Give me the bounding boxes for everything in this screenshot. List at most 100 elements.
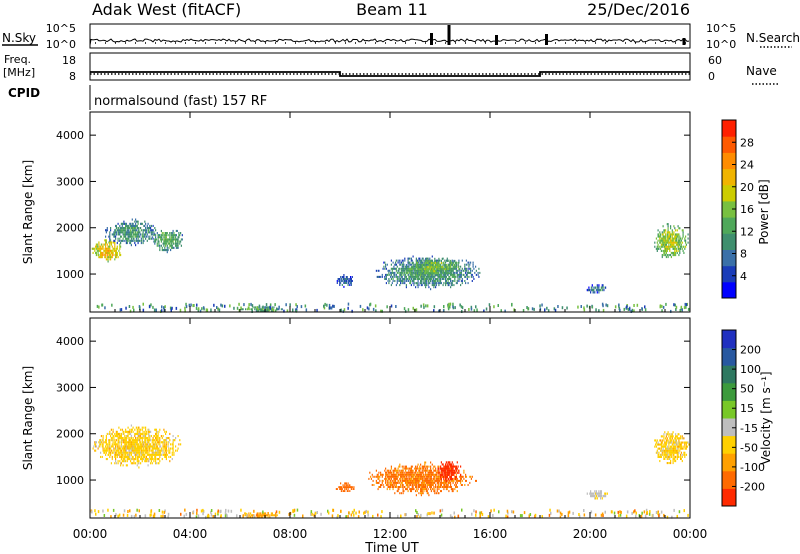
echo-cell xyxy=(413,284,415,287)
echo-cell xyxy=(142,302,144,306)
echo-cell xyxy=(656,449,658,452)
echo-cell xyxy=(114,462,116,465)
echo-cell xyxy=(124,435,126,438)
echo-cell xyxy=(431,479,433,482)
echo-cell xyxy=(659,245,661,248)
echo-cell xyxy=(165,451,167,454)
echo-cell xyxy=(662,305,665,309)
echo-cell xyxy=(427,280,429,282)
colorbar-swatch xyxy=(722,281,736,299)
echo-cell xyxy=(156,445,158,448)
echo-cell xyxy=(145,237,147,240)
echo-cell xyxy=(447,461,449,464)
echo-cell xyxy=(95,251,97,254)
echo-cell xyxy=(421,272,423,275)
echo-cell xyxy=(442,463,444,466)
echo-cell xyxy=(460,275,462,278)
echo-cell xyxy=(412,475,414,478)
echo-cell xyxy=(153,443,155,446)
echo-cell xyxy=(350,276,352,278)
echo-cell xyxy=(145,458,147,461)
echo-cell xyxy=(177,244,179,247)
echo-cell xyxy=(454,271,456,274)
echo-cell xyxy=(445,486,447,488)
echo-cell xyxy=(147,445,149,448)
echo-cell xyxy=(433,275,435,278)
echo-cell xyxy=(265,310,267,312)
echo-cell xyxy=(426,304,429,308)
echo-cell xyxy=(430,275,432,278)
echo-cell xyxy=(426,492,428,495)
echo-cell xyxy=(158,236,160,239)
echo-cell xyxy=(128,233,130,236)
echo-cell xyxy=(658,453,660,456)
echo-cell xyxy=(661,231,663,234)
echo-cell xyxy=(439,264,441,267)
echo-cell xyxy=(436,486,438,488)
echo-cell xyxy=(435,467,437,470)
echo-cell xyxy=(430,272,432,275)
echo-cell xyxy=(405,465,407,468)
colorbar-swatch xyxy=(722,365,736,384)
echo-cell xyxy=(413,273,415,276)
echo-cell xyxy=(149,227,151,230)
echo-cell xyxy=(440,469,442,472)
echo-cell xyxy=(105,435,107,438)
echo-cell xyxy=(167,512,170,516)
echo-cell xyxy=(427,477,429,480)
echo-cell xyxy=(418,479,420,482)
echo-cell xyxy=(425,261,427,264)
echo-cell xyxy=(163,238,165,241)
echo-cell xyxy=(144,220,146,223)
echo-cell xyxy=(220,303,222,307)
echo-cell xyxy=(429,479,431,482)
echo-cell xyxy=(170,244,172,247)
echo-cell xyxy=(463,477,465,480)
colorbar-tick-label: -50 xyxy=(740,441,758,454)
echo-cell xyxy=(345,515,347,519)
echo-cell xyxy=(427,282,429,285)
echo-cell xyxy=(449,305,451,309)
echo-cell xyxy=(409,268,411,271)
echo-cell xyxy=(347,284,349,286)
echo-cell xyxy=(131,222,133,225)
echo-cell xyxy=(117,451,119,454)
echo-cell xyxy=(472,265,474,268)
echo-cell xyxy=(460,305,463,309)
velocity-echo-region xyxy=(437,461,462,483)
echo-cell xyxy=(457,264,459,267)
echo-cell xyxy=(470,267,472,270)
echo-cell xyxy=(465,473,467,476)
echo-cell xyxy=(132,443,134,446)
echo-cell xyxy=(430,479,432,482)
echo-cell xyxy=(405,271,407,274)
echo-cell xyxy=(405,467,407,470)
echo-cell xyxy=(450,280,452,282)
echo-cell xyxy=(120,437,122,440)
echo-cell xyxy=(260,512,262,515)
echo-cell xyxy=(471,280,473,282)
echo-cell xyxy=(416,471,418,474)
echo-cell xyxy=(260,308,262,311)
echo-cell xyxy=(99,256,101,259)
echo-cell xyxy=(467,263,469,266)
echo-cell xyxy=(167,445,169,448)
echo-cell xyxy=(456,269,458,272)
echo-cell xyxy=(669,457,671,460)
echo-cell xyxy=(663,435,665,438)
echo-cell xyxy=(106,447,108,450)
echo-cell xyxy=(125,437,127,440)
echo-cell xyxy=(675,441,677,444)
echo-cell xyxy=(131,235,133,238)
echo-cell xyxy=(425,469,427,472)
echo-cell xyxy=(147,235,149,238)
echo-cell xyxy=(593,492,595,495)
echo-cell xyxy=(166,240,168,243)
echo-cell xyxy=(676,514,678,518)
echo-cell xyxy=(95,254,97,257)
echo-cell xyxy=(159,244,161,247)
echo-cell xyxy=(676,447,678,450)
echo-cell xyxy=(412,271,414,274)
echo-cell xyxy=(145,229,147,232)
